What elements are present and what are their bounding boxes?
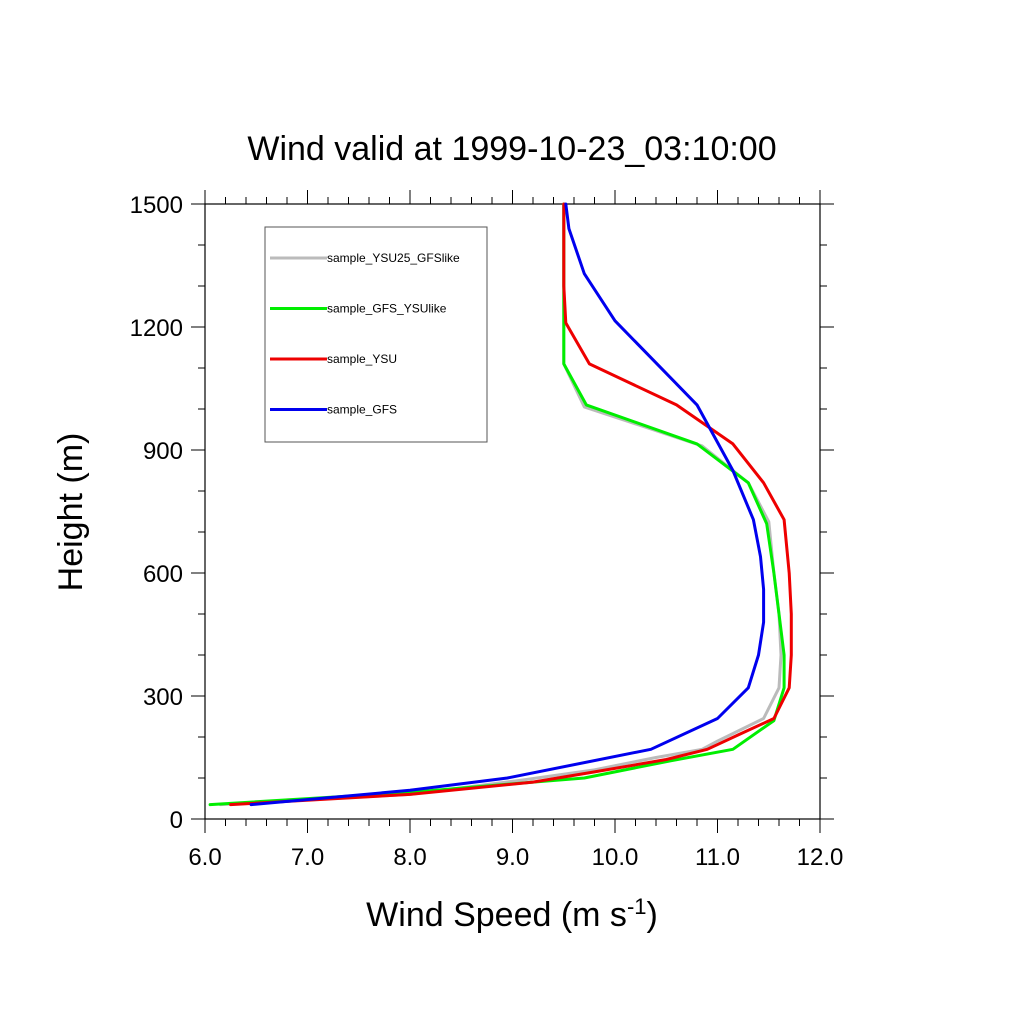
y-tick-label: 1500	[130, 192, 183, 219]
y-tick-label: 1200	[130, 315, 183, 342]
x-axis-label-superscript: -1	[627, 894, 647, 919]
y-tick-label: 600	[143, 561, 183, 588]
legend: sample_YSU25_GFSlike sample_GFS_YSUlikesa…	[264, 226, 488, 443]
x-tick-label: 6.0	[188, 844, 221, 871]
series-line-sample_GFS	[249, 202, 766, 807]
y-tick-label: 900	[143, 438, 183, 465]
series-line-sample_GFS_YSUlike	[208, 202, 786, 807]
x-tick-label: 8.0	[393, 844, 426, 871]
x-axis-label-main: Wind Speed (m s	[366, 896, 627, 934]
tick-labels: 6.0 7.0 8.0 9.0 10.0 11.0 12.0 0 300 600 900 1200 15…	[130, 192, 844, 871]
series-line-sample_YSU	[229, 202, 793, 807]
legend-label: sample_YSU	[327, 352, 397, 366]
series-line-sample_YSU25_GFSlike	[218, 202, 783, 807]
legend-box	[264, 226, 488, 443]
x-tick-label: 11.0	[695, 844, 740, 871]
axis-ticks	[191, 190, 834, 833]
y-tick-label: 300	[143, 684, 183, 711]
x-tick-label: 10.0	[592, 844, 639, 871]
y-axis-label: Height (m)	[52, 433, 90, 592]
x-axis-label: Wind Speed (m s-1)	[366, 894, 658, 935]
x-tick-label: 9.0	[496, 844, 529, 871]
y-tick-label: 0	[170, 807, 183, 834]
x-tick-label: 7.0	[291, 844, 324, 871]
chart-title: Wind valid at 1999-10-23_03:10:00	[247, 130, 776, 168]
legend-label: sample_YSU25_GFSlike	[327, 251, 460, 265]
legend-label: sample_GFS_YSUlike	[327, 302, 447, 316]
series-layer	[208, 202, 793, 807]
x-axis-label-tail: )	[647, 896, 658, 934]
x-tick-label: 12.0	[797, 844, 844, 871]
legend-label: sample_GFS	[327, 403, 397, 417]
